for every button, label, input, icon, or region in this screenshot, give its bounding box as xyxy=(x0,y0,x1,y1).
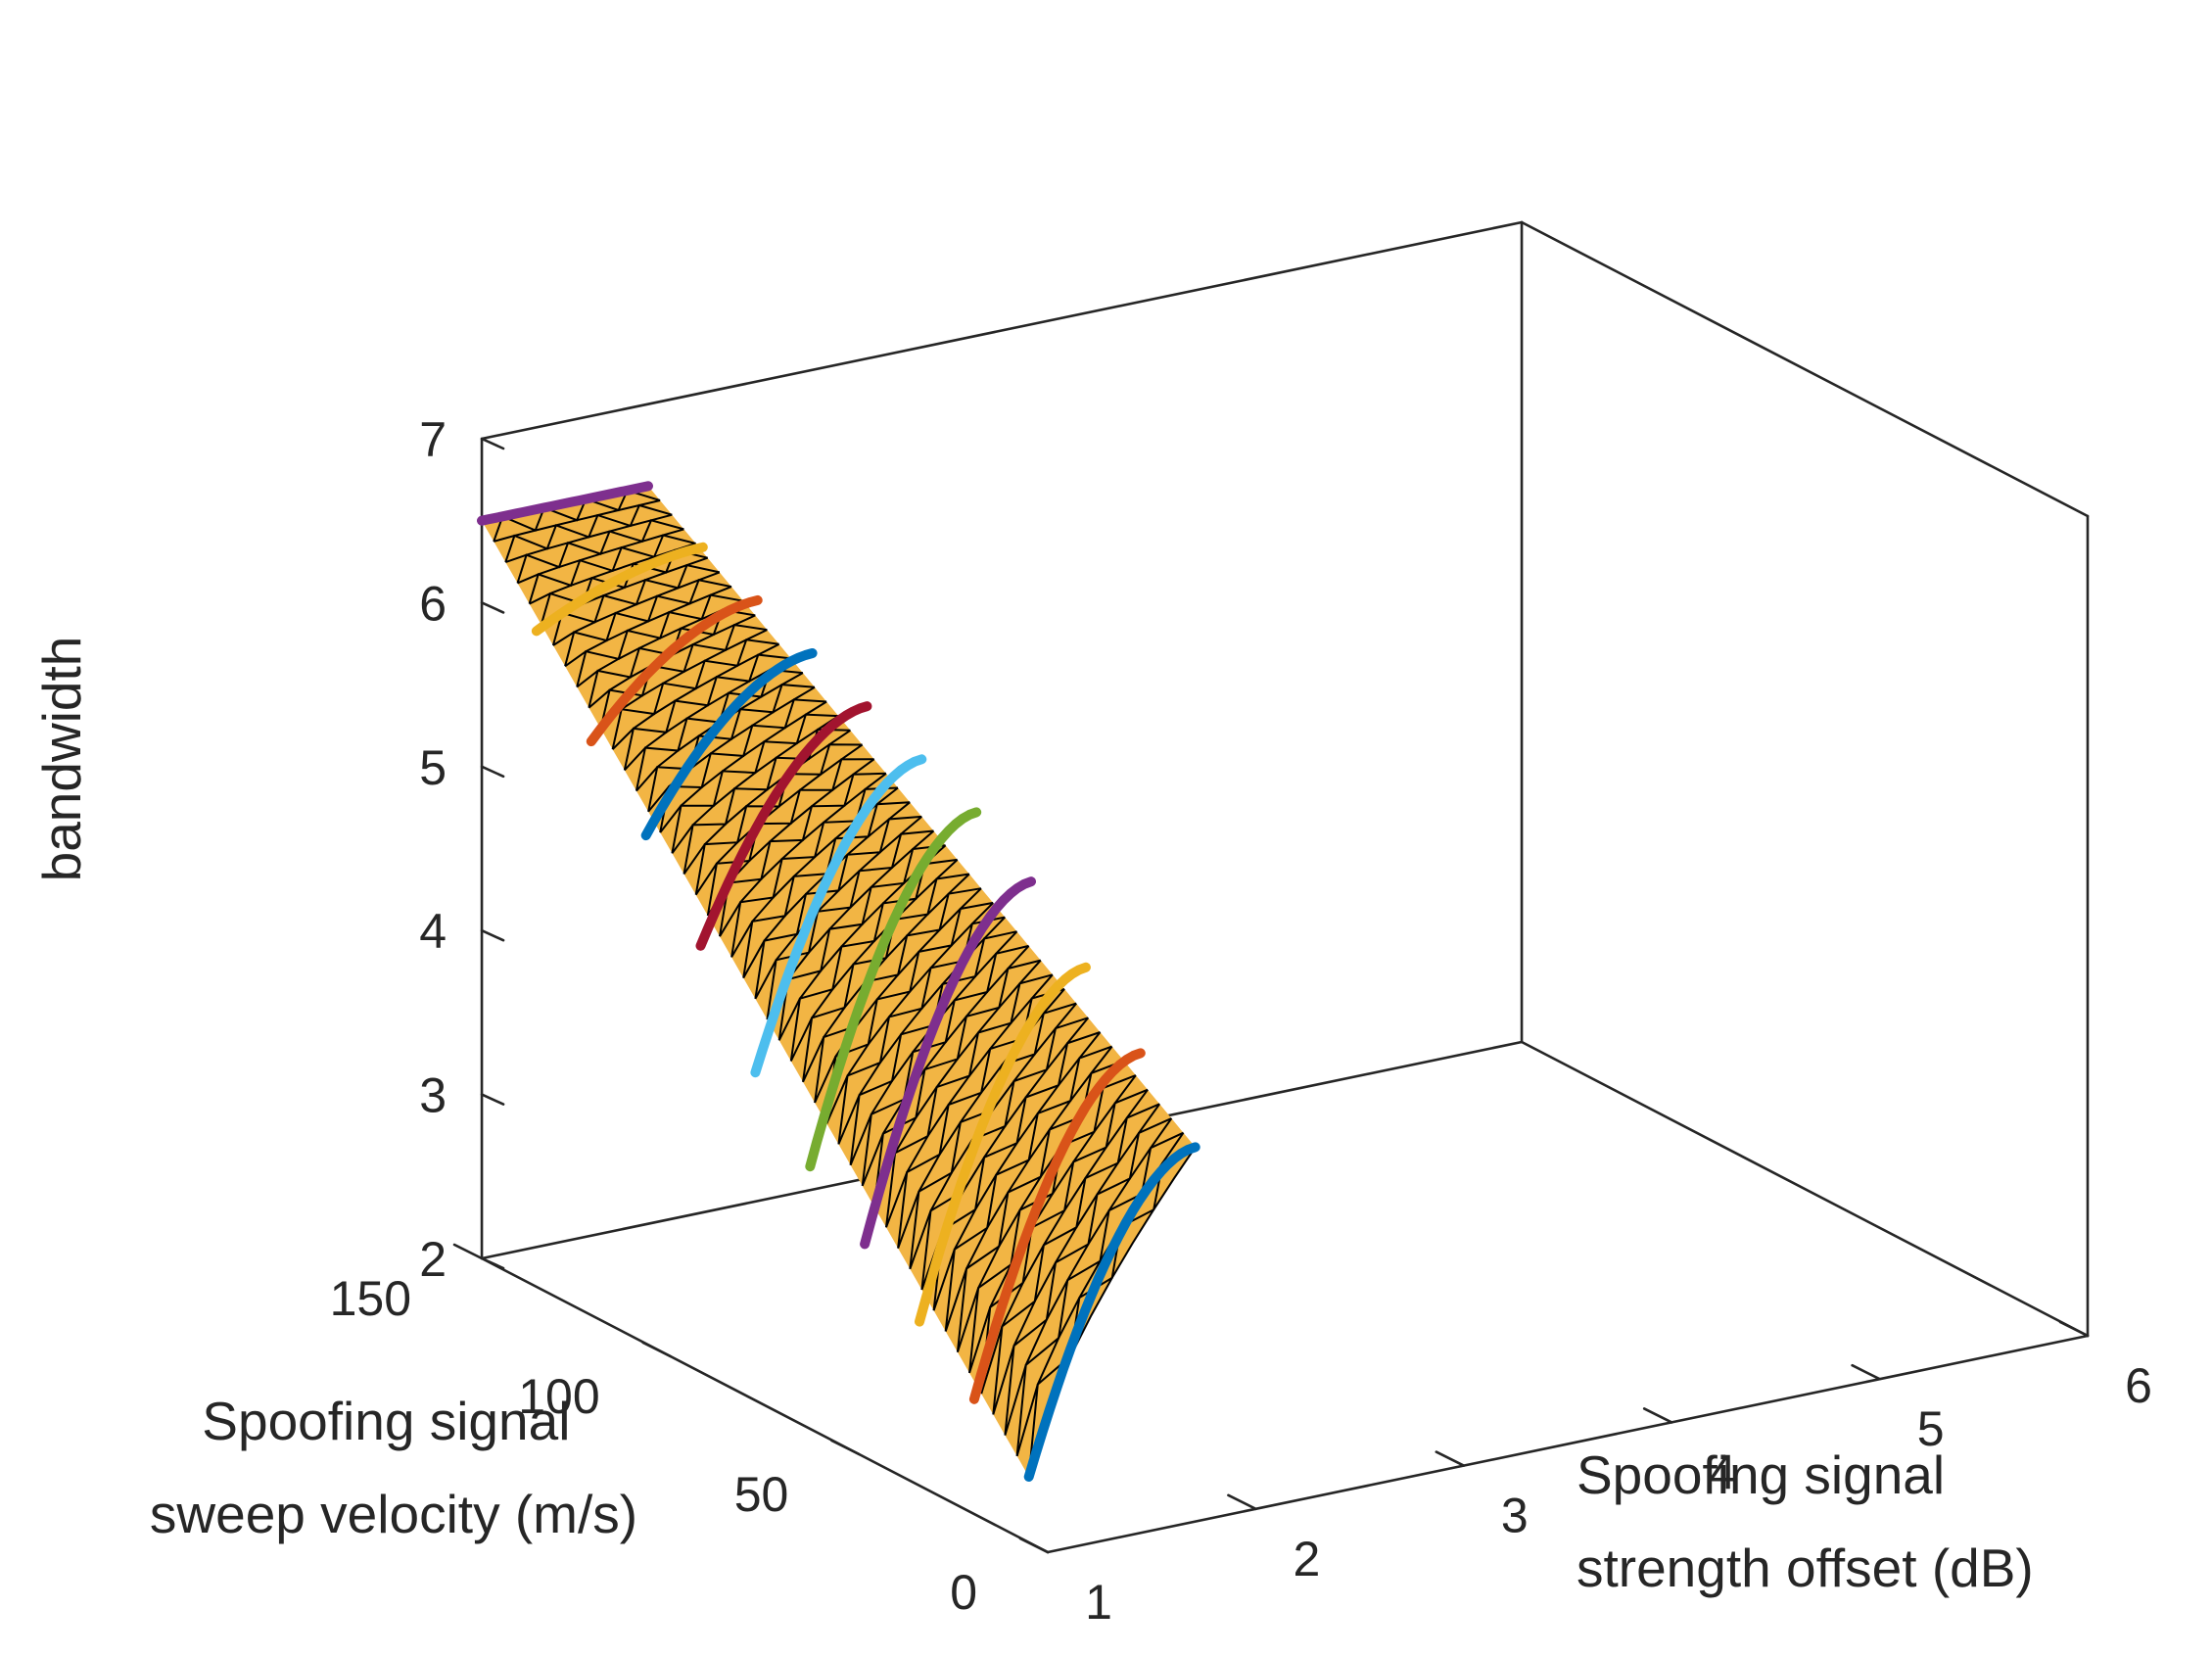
mesh-diagonal xyxy=(766,829,934,1020)
series-line-4 xyxy=(860,876,1036,1250)
x-axis-title: Spoofing signal strength offset (dB) xyxy=(1577,1444,2034,1598)
z-tick xyxy=(480,1256,505,1270)
mesh-diagonal xyxy=(837,916,1006,1145)
mesh-diagonal xyxy=(1004,1117,1172,1436)
x-tick xyxy=(1435,1450,1466,1467)
tick-marks xyxy=(452,437,2090,1554)
y-tick xyxy=(452,1243,484,1260)
z-tick xyxy=(480,601,505,614)
mesh-diagonal xyxy=(493,489,661,543)
tick-labels: 2 3 4 5 6 7 0 50 100 150 1 2 3 4 5 6 xyxy=(330,412,2152,1630)
box-edge xyxy=(1046,1334,2090,1554)
y-tick xyxy=(641,1341,673,1358)
x-tick-label: 4 xyxy=(1709,1444,1736,1499)
z-tick xyxy=(480,437,505,450)
mesh-diagonal xyxy=(528,534,696,604)
y-tick-label: 0 xyxy=(950,1565,977,1620)
y-tick-label: 50 xyxy=(734,1467,789,1522)
x-tick xyxy=(2058,1320,2090,1338)
mesh-diagonal xyxy=(611,639,779,750)
mesh-diagonal xyxy=(861,944,1029,1187)
mesh-diagonal xyxy=(754,815,922,1000)
axes-box xyxy=(480,220,2090,1554)
mesh-diagonal xyxy=(576,593,744,687)
y-tick-label: 100 xyxy=(518,1369,599,1424)
mesh-diagonal xyxy=(551,563,721,646)
box-edge xyxy=(480,1256,1050,1554)
surface-layer xyxy=(481,485,1197,1478)
mesh-diagonal xyxy=(730,786,899,958)
z-tick-label: 4 xyxy=(419,904,447,959)
series-line-10 xyxy=(531,542,708,637)
series-line-1 xyxy=(1023,1142,1200,1482)
surface-mesh xyxy=(481,485,1197,1478)
mesh-diagonal xyxy=(956,1060,1125,1352)
y-tick-label: 150 xyxy=(330,1271,411,1326)
mesh-diagonal xyxy=(968,1074,1137,1374)
x-tick xyxy=(1642,1407,1673,1424)
x-tick-label: 1 xyxy=(1085,1575,1112,1630)
mesh-diagonal xyxy=(897,987,1065,1249)
x-tick-label: 3 xyxy=(1501,1489,1529,1543)
mesh-diagonal xyxy=(671,713,839,854)
mesh-diagonal xyxy=(944,1045,1112,1332)
mesh-diagonal xyxy=(885,973,1054,1228)
series-line-6 xyxy=(750,754,927,1078)
x-axis-title-line1: Spoofing signal xyxy=(1577,1444,1945,1505)
mesh-diagonal xyxy=(777,844,946,1041)
series-line-11 xyxy=(477,481,653,526)
z-tick xyxy=(480,1093,505,1106)
x-tick xyxy=(1851,1363,1881,1381)
mesh-diagonal xyxy=(814,887,982,1104)
series-line-7 xyxy=(695,701,872,951)
box-edge xyxy=(480,220,1524,441)
mesh-diagonal xyxy=(516,519,684,584)
mesh-diagonal xyxy=(706,758,874,917)
y-axis-title-line2: sweep velocity (m/s) xyxy=(150,1484,637,1544)
mesh-diagonal xyxy=(1015,1131,1184,1456)
x-tick xyxy=(1227,1493,1257,1511)
y-axis-title-line1: Spoofing signal xyxy=(202,1391,570,1451)
mesh-diagonal xyxy=(992,1103,1160,1415)
mesh-diagonal xyxy=(564,579,732,667)
z-tick-label: 3 xyxy=(419,1068,447,1123)
mesh-diagonal xyxy=(802,873,970,1082)
series-line-9 xyxy=(586,594,763,747)
series-line-5 xyxy=(805,807,982,1172)
x-tick xyxy=(1018,1537,1050,1554)
mesh-diagonal xyxy=(694,743,863,895)
z-tick-label: 6 xyxy=(419,576,447,631)
x-axis-title-line2: strength offset (dB) xyxy=(1577,1538,2034,1598)
box-edge xyxy=(1520,220,2090,518)
mesh-diagonal xyxy=(623,653,791,771)
mesh-diagonal xyxy=(719,772,886,937)
z-axis-title: bandwidth xyxy=(31,637,92,882)
series-line-3 xyxy=(915,962,1091,1327)
x-tick-label: 2 xyxy=(1293,1532,1320,1586)
x-tick-label: 5 xyxy=(1917,1401,1945,1456)
box-edge xyxy=(1520,1040,2090,1338)
series-line-8 xyxy=(640,648,818,841)
mesh-diagonal xyxy=(932,1031,1101,1311)
z-tick-label: 7 xyxy=(419,412,447,467)
series-lines xyxy=(477,481,1200,1482)
y-axis-title: Spoofing signal sweep velocity (m/s) xyxy=(150,1391,637,1544)
z-tick-label: 5 xyxy=(419,740,447,795)
x-tick-label: 6 xyxy=(2125,1358,2152,1413)
mesh-diagonal xyxy=(920,1017,1089,1291)
series-line-2 xyxy=(968,1048,1146,1404)
mesh-diagonal xyxy=(599,623,768,730)
mesh-diagonal xyxy=(647,684,816,812)
z-tick-label: 2 xyxy=(419,1232,447,1287)
mesh-diagonal xyxy=(504,503,673,563)
y-tick xyxy=(830,1439,861,1456)
z-tick xyxy=(480,765,505,779)
z-tick xyxy=(480,928,505,942)
